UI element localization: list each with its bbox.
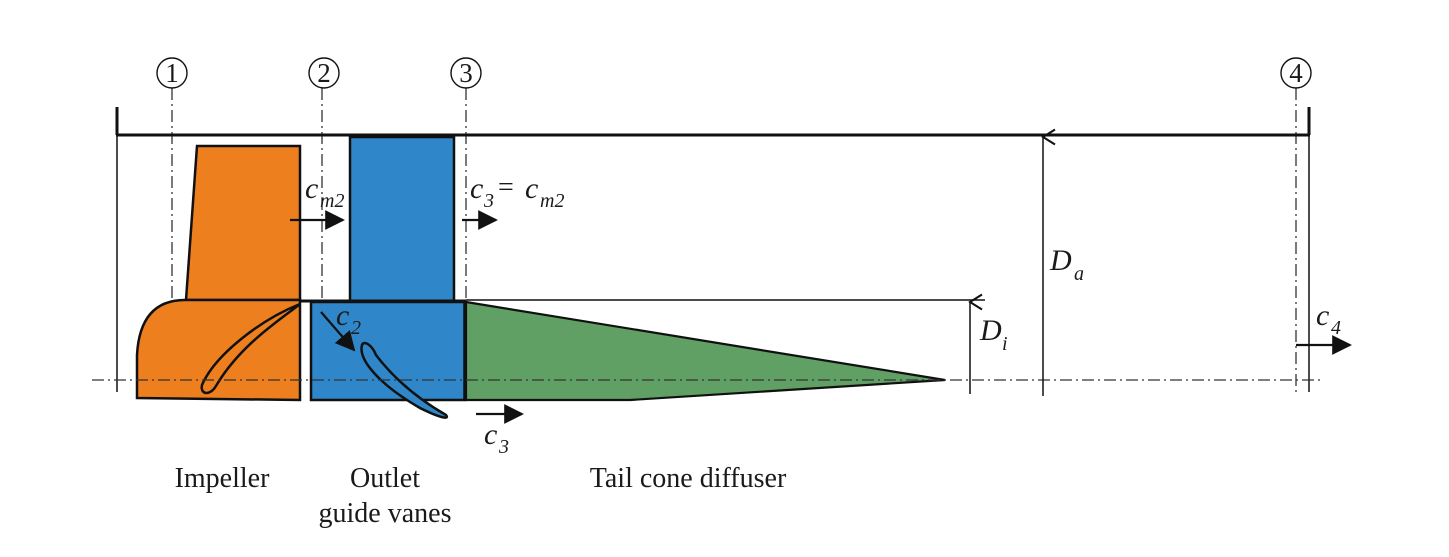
svg-text:D: D bbox=[1049, 244, 1072, 277]
hub-diameter-dimension: D i bbox=[466, 300, 1008, 394]
impeller bbox=[135, 144, 302, 402]
station-lines bbox=[171, 88, 1297, 392]
svg-text:a: a bbox=[1074, 263, 1084, 285]
svg-text:m2: m2 bbox=[320, 190, 344, 212]
svg-text:c: c bbox=[1316, 299, 1329, 332]
svg-text:2: 2 bbox=[351, 317, 361, 339]
velocity-c3-equals-cm2: c 3 = c m2 bbox=[462, 172, 564, 230]
svg-text:i: i bbox=[1002, 333, 1008, 355]
velocity-c3: c 3 bbox=[476, 404, 524, 458]
svg-text:3: 3 bbox=[459, 58, 473, 88]
outer-diameter-dimension: D a bbox=[1043, 137, 1084, 396]
svg-text:c: c bbox=[484, 418, 497, 451]
label-impeller: Impeller bbox=[175, 463, 271, 494]
svg-text:D: D bbox=[979, 314, 1002, 347]
svg-text:4: 4 bbox=[1289, 58, 1303, 88]
impeller-blade-profile bbox=[200, 302, 301, 395]
svg-text:=: = bbox=[498, 172, 514, 203]
svg-text:m2: m2 bbox=[540, 190, 564, 212]
svg-text:c: c bbox=[525, 172, 538, 205]
velocity-c2: c 2 bbox=[320, 299, 361, 352]
outlet-guide-vanes bbox=[300, 135, 467, 419]
svg-text:1: 1 bbox=[165, 58, 179, 88]
label-outlet: Outlet bbox=[350, 463, 420, 494]
svg-text:2: 2 bbox=[317, 58, 331, 88]
velocity-c4: c 4 bbox=[1296, 299, 1352, 355]
svg-text:c: c bbox=[470, 172, 483, 205]
station-marker-2: 2 bbox=[308, 57, 340, 89]
svg-text:3: 3 bbox=[483, 190, 494, 212]
station-marker-4: 4 bbox=[1280, 57, 1312, 89]
velocity-cm2: c m2 bbox=[290, 172, 345, 230]
label-guide-vanes: guide vanes bbox=[319, 498, 452, 529]
label-tail-cone-diffuser: Tail cone diffuser bbox=[590, 463, 787, 494]
svg-text:4: 4 bbox=[1331, 317, 1341, 339]
svg-text:c: c bbox=[336, 299, 349, 332]
tail-cone bbox=[463, 300, 946, 402]
svg-text:3: 3 bbox=[498, 436, 509, 458]
svg-text:c: c bbox=[305, 172, 318, 205]
station-marker-3: 3 bbox=[450, 57, 482, 89]
casing bbox=[115, 107, 1311, 392]
station-marker-1: 1 bbox=[156, 57, 188, 89]
guide-vane-blade-profile bbox=[360, 341, 449, 419]
